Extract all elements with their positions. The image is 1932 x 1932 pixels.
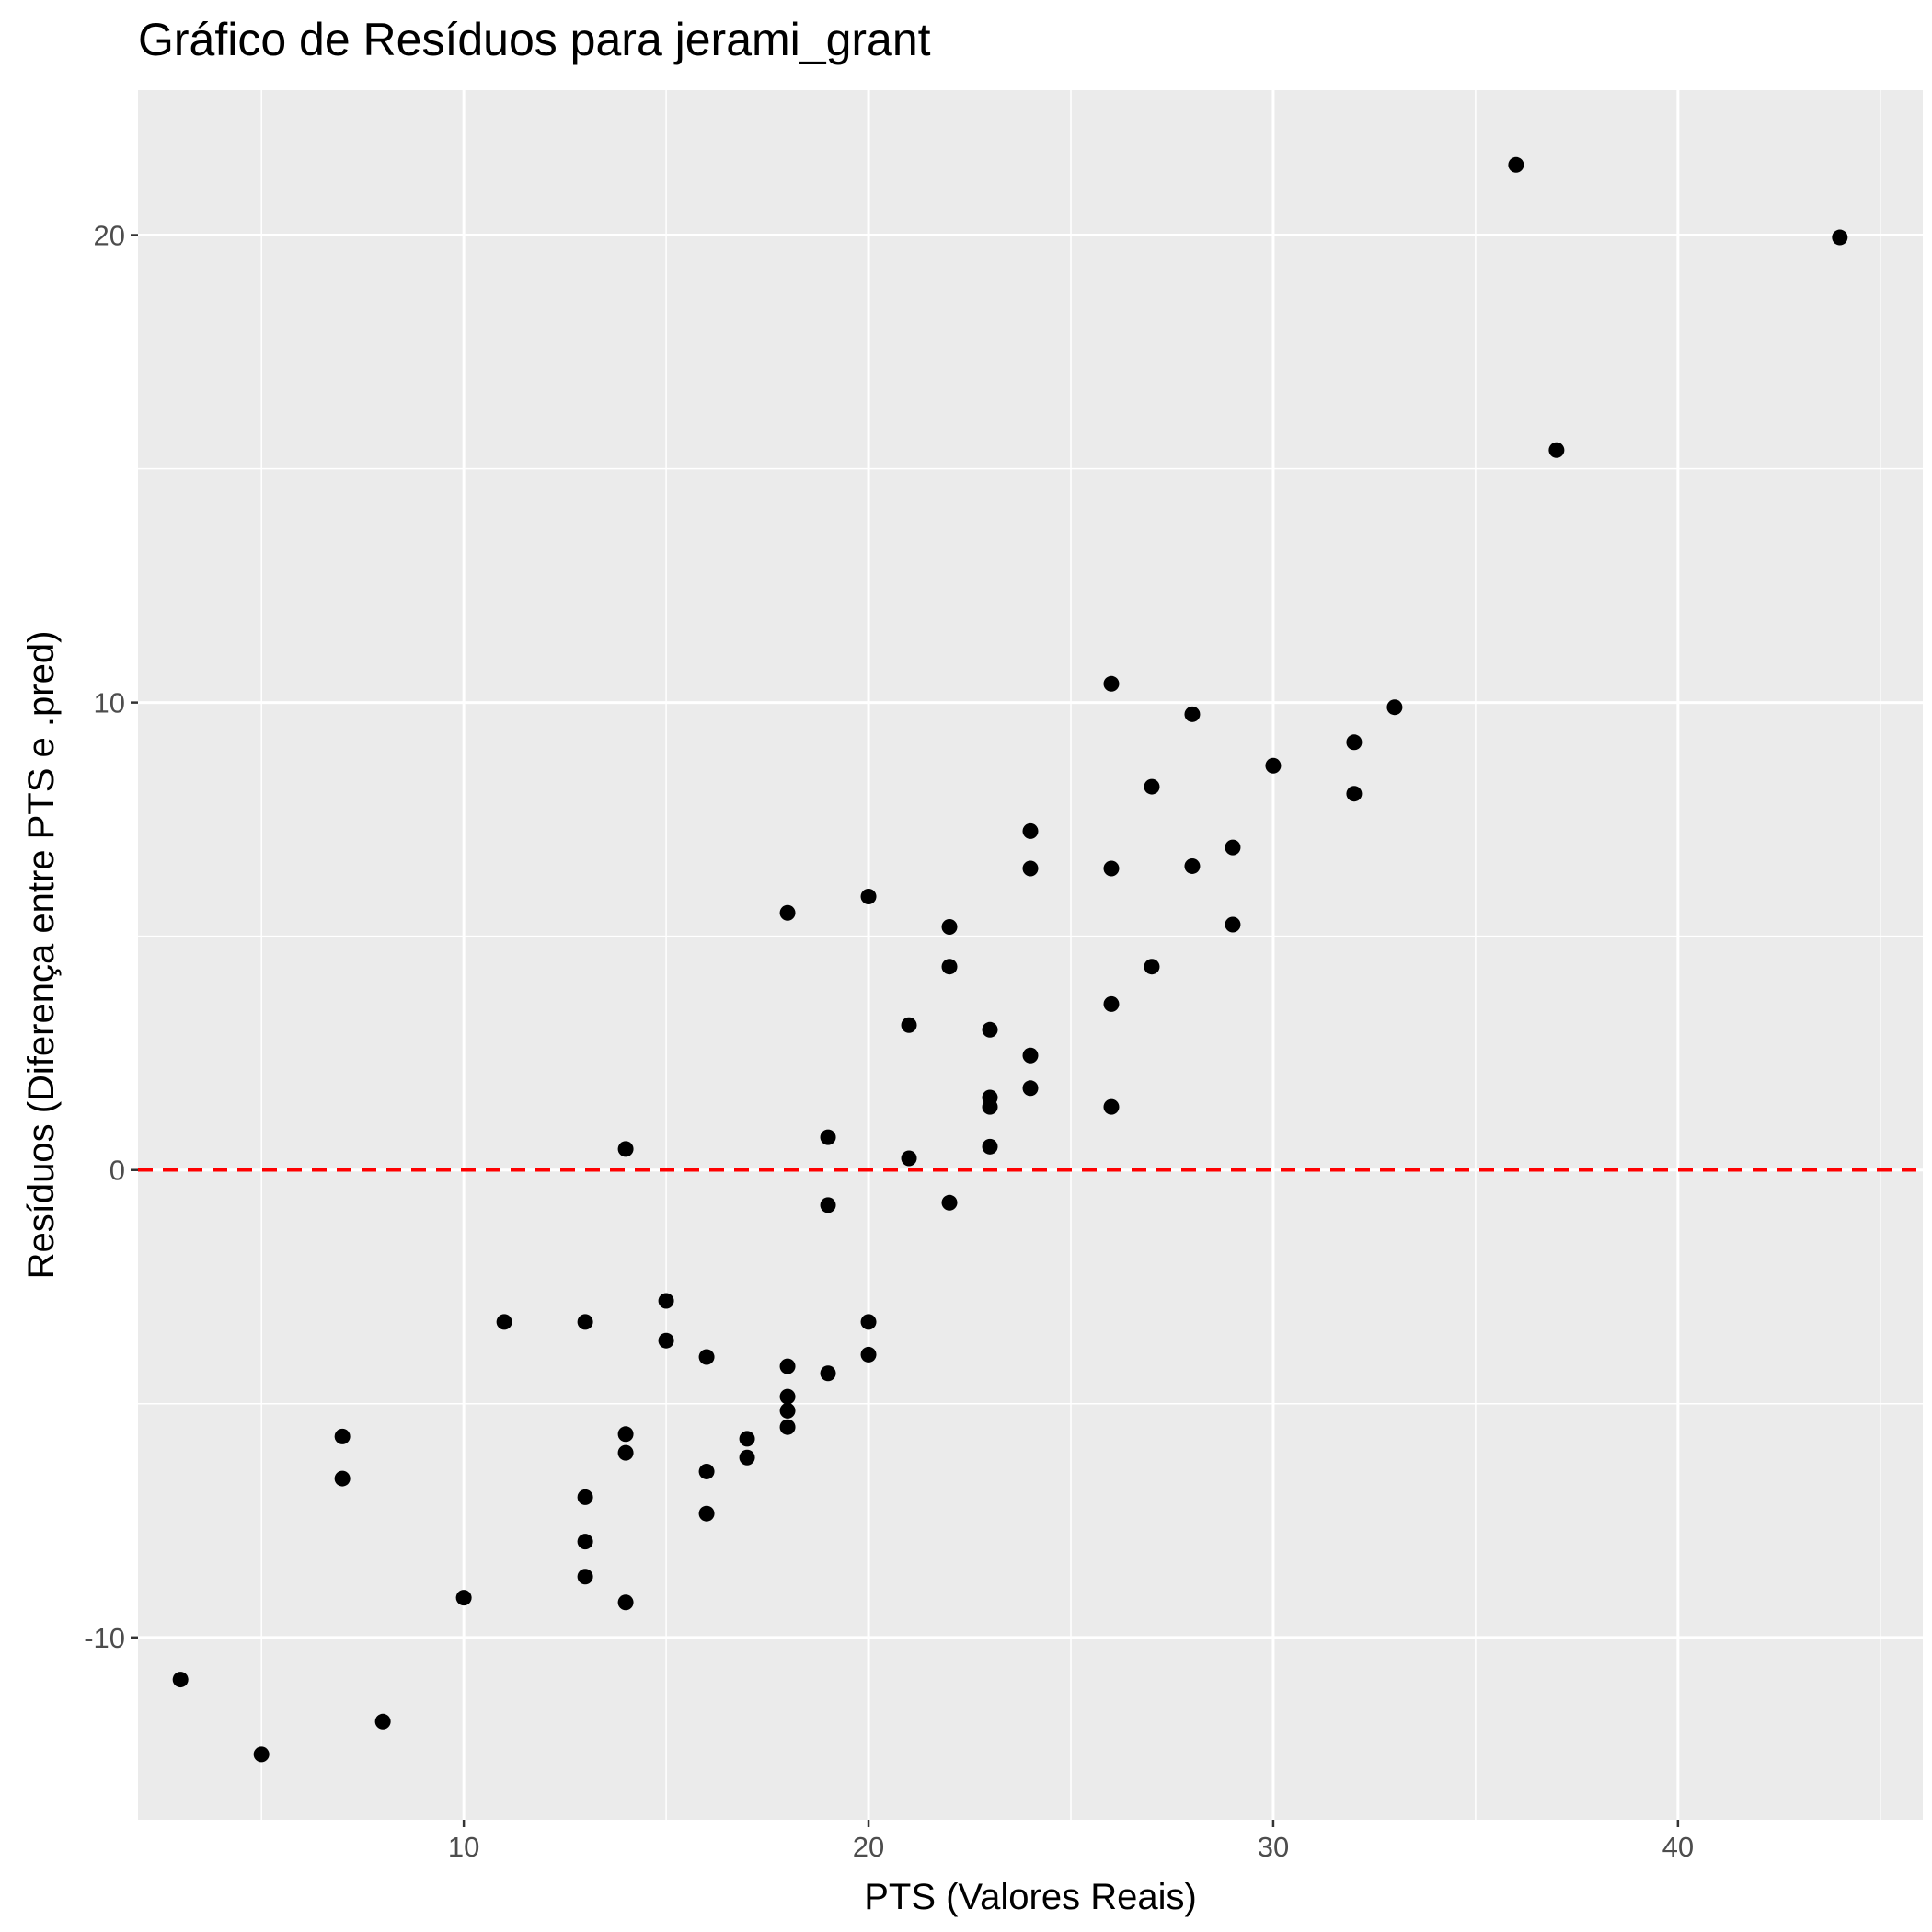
- minor-gridlines: [138, 90, 1923, 1820]
- data-point: [1225, 839, 1241, 856]
- x-axis-title: PTS (Valores Reais): [864, 1877, 1197, 1917]
- data-point: [820, 1365, 836, 1382]
- data-point: [901, 1017, 917, 1033]
- data-point: [1022, 1080, 1039, 1097]
- data-point: [617, 1594, 634, 1611]
- data-point: [577, 1569, 593, 1585]
- data-point: [334, 1428, 351, 1444]
- plot-panel: [138, 90, 1923, 1820]
- y-tick-label: 10: [94, 687, 125, 719]
- data-point: [982, 1021, 998, 1038]
- data-point: [1508, 156, 1524, 173]
- data-point: [698, 1505, 715, 1522]
- data-point: [698, 1463, 715, 1479]
- data-point: [941, 919, 958, 936]
- data-point: [1022, 1047, 1039, 1064]
- data-point: [779, 1358, 796, 1374]
- data-point: [1265, 757, 1282, 774]
- data-point: [658, 1293, 674, 1309]
- data-point: [1103, 995, 1120, 1012]
- data-point: [982, 1138, 998, 1155]
- data-point: [820, 1197, 836, 1213]
- data-point: [739, 1431, 755, 1447]
- data-point: [334, 1470, 351, 1487]
- data-point: [941, 1194, 958, 1211]
- data-point: [577, 1489, 593, 1505]
- data-point: [1184, 706, 1201, 722]
- data-point: [860, 1346, 877, 1363]
- data-point: [779, 1419, 796, 1435]
- major-gridlines: [138, 90, 1923, 1820]
- y-tick-label: 0: [109, 1155, 125, 1187]
- data-point: [1346, 786, 1363, 802]
- data-point: [1103, 675, 1120, 692]
- data-point: [1144, 778, 1160, 795]
- x-tick-label: 30: [1258, 1831, 1289, 1863]
- data-point: [1225, 916, 1241, 933]
- data-point: [1184, 857, 1201, 874]
- chart-title: Gráfico de Resíduos para jerami_grant: [138, 14, 931, 65]
- data-point: [577, 1314, 593, 1330]
- data-point: [982, 1098, 998, 1115]
- data-point: [1022, 822, 1039, 839]
- data-point: [172, 1672, 189, 1688]
- data-point: [1386, 699, 1403, 716]
- data-point: [860, 1314, 877, 1330]
- data-point: [860, 888, 877, 904]
- data-point: [941, 959, 958, 975]
- x-tick-label: 10: [448, 1831, 479, 1863]
- data-point: [739, 1449, 755, 1466]
- data-point: [779, 904, 796, 921]
- data-point: [455, 1590, 472, 1606]
- data-point: [617, 1444, 634, 1461]
- data-point: [496, 1314, 512, 1330]
- y-axis-title: Resíduos (Diferença entre PTS e .pred): [21, 631, 62, 1280]
- x-tick-label: 40: [1662, 1831, 1694, 1863]
- data-point: [1103, 1098, 1120, 1115]
- x-tick-label: 20: [853, 1831, 884, 1863]
- data-point: [374, 1713, 391, 1730]
- data-point: [1832, 229, 1848, 246]
- data-point: [779, 1402, 796, 1419]
- data-point: [1103, 860, 1120, 877]
- data-point: [253, 1746, 270, 1763]
- data-point: [901, 1150, 917, 1167]
- data-point: [1144, 959, 1160, 975]
- data-point: [779, 1388, 796, 1405]
- data-point: [658, 1332, 674, 1349]
- y-tick-label: -10: [84, 1622, 125, 1654]
- y-tick-label: 20: [94, 220, 125, 252]
- data-point: [820, 1129, 836, 1145]
- data-point: [617, 1141, 634, 1157]
- data-point: [698, 1349, 715, 1365]
- data-point: [1548, 442, 1565, 458]
- data-point: [1346, 734, 1363, 751]
- data-point: [1022, 860, 1039, 877]
- data-point: [577, 1534, 593, 1550]
- data-point: [617, 1426, 634, 1443]
- y-axis-ticks: -10 0 10 20: [84, 220, 138, 1654]
- data-points: [172, 156, 1848, 1763]
- x-axis-ticks: 10 20 30 40: [448, 1820, 1694, 1863]
